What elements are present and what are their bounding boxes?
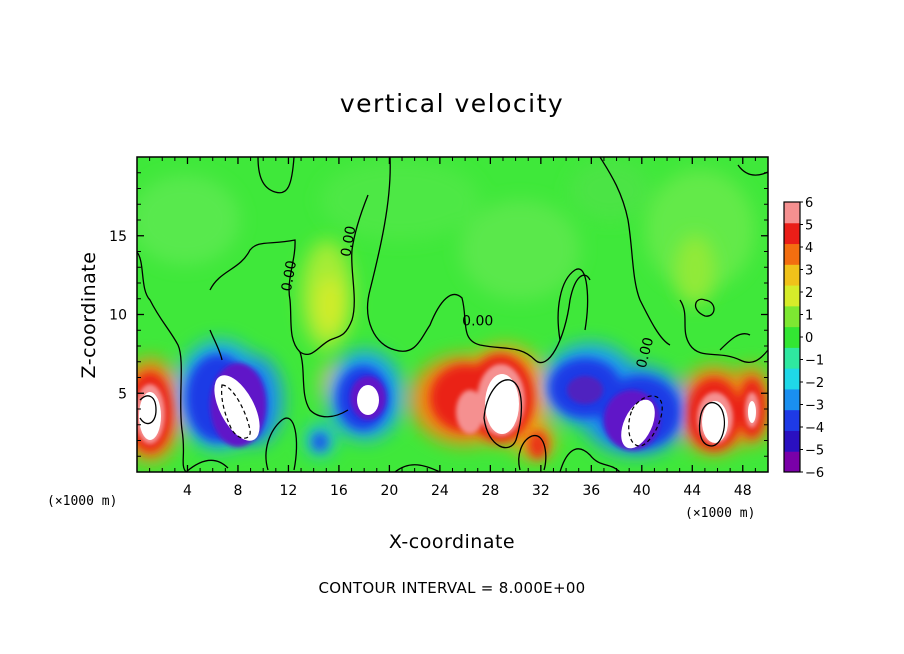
colorbar-swatch xyxy=(784,285,800,307)
colorbar-swatch xyxy=(784,347,800,369)
colorbar-tick-label: 3 xyxy=(805,264,813,279)
x-unit-left: (×1000 m) xyxy=(47,494,117,509)
colorbar-swatch xyxy=(784,388,800,411)
colorbar-tick-label: 1 xyxy=(805,309,813,324)
velocity-field xyxy=(137,157,768,472)
colorbar-tick-label: 6 xyxy=(805,196,813,211)
colorbar-tick-label: −4 xyxy=(805,421,824,436)
colorbar-swatch xyxy=(784,326,800,348)
x-tick-label: 44 xyxy=(683,483,701,499)
y-tick-label: 5 xyxy=(118,386,127,402)
colorbar-tick-label: 5 xyxy=(805,219,813,234)
colorbar-tick-label: −2 xyxy=(805,376,824,391)
x-tick-label: 28 xyxy=(481,483,499,499)
y-tick-label: 15 xyxy=(109,229,127,245)
colorbar-swatch xyxy=(784,264,800,286)
upper-weak-field xyxy=(137,160,755,300)
colorbar-tick-label: −1 xyxy=(805,354,824,369)
x-axis: 4 8 12 16 20 24 28 32 36 40 44 48 xyxy=(149,157,756,499)
x-tick-label: 12 xyxy=(280,483,298,499)
colorbar-tick-label: 2 xyxy=(805,286,813,301)
x-tick-label: 24 xyxy=(431,483,449,499)
colorbar-swatch xyxy=(784,222,800,245)
colorbar-tick-label: 0 xyxy=(805,331,813,346)
x-tick-label: 32 xyxy=(532,483,550,499)
colorbar-tick-label: −5 xyxy=(805,444,824,459)
colorbar-swatch xyxy=(784,409,800,431)
contour-label: 0.00 xyxy=(634,336,658,370)
contour-label: 0.00 xyxy=(462,314,493,330)
x-tick-label: 20 xyxy=(380,483,398,499)
x-tick-label: 4 xyxy=(183,483,192,499)
colorbar: 6 5 4 3 2 1 0 −1 −2 −3 −4 −5 −6 xyxy=(783,196,824,481)
colorbar-swatch xyxy=(784,243,800,265)
zero-contours xyxy=(137,157,768,472)
x-unit-right: (×1000 m) xyxy=(685,506,755,521)
colorbar-swatch xyxy=(784,451,800,473)
contour-label: 0.00 xyxy=(279,259,300,292)
colorbar-tick-label: −3 xyxy=(805,399,824,414)
y-axis: 5 10 15 xyxy=(109,172,768,457)
contour-labels: 0.00 0.00 0.00 0.00 xyxy=(279,225,657,370)
x-tick-label: 48 xyxy=(734,483,752,499)
colorbar-tick-label: 4 xyxy=(805,241,813,256)
negative-contours xyxy=(221,384,663,447)
x-axis-label: X-coordinate xyxy=(389,531,515,553)
colorbar-swatch xyxy=(784,202,800,224)
colorbar-swatch xyxy=(784,368,800,390)
chart-title: vertical velocity xyxy=(340,89,564,118)
colorbar-swatch xyxy=(784,430,800,452)
colorbar-tick-label: −6 xyxy=(805,466,824,481)
contour-label: 0.00 xyxy=(338,225,359,258)
y-tick-label: 10 xyxy=(109,308,127,324)
x-tick-label: 36 xyxy=(582,483,600,499)
colorbar-swatch xyxy=(784,305,800,328)
x-tick-label: 16 xyxy=(330,483,348,499)
contour-interval-note: CONTOUR INTERVAL = 8.000E+00 xyxy=(318,579,585,597)
y-axis-label: Z-coordinate xyxy=(78,252,100,379)
saturated-cores xyxy=(139,374,756,449)
x-tick-label: 8 xyxy=(233,483,242,499)
x-tick-label: 40 xyxy=(633,483,651,499)
